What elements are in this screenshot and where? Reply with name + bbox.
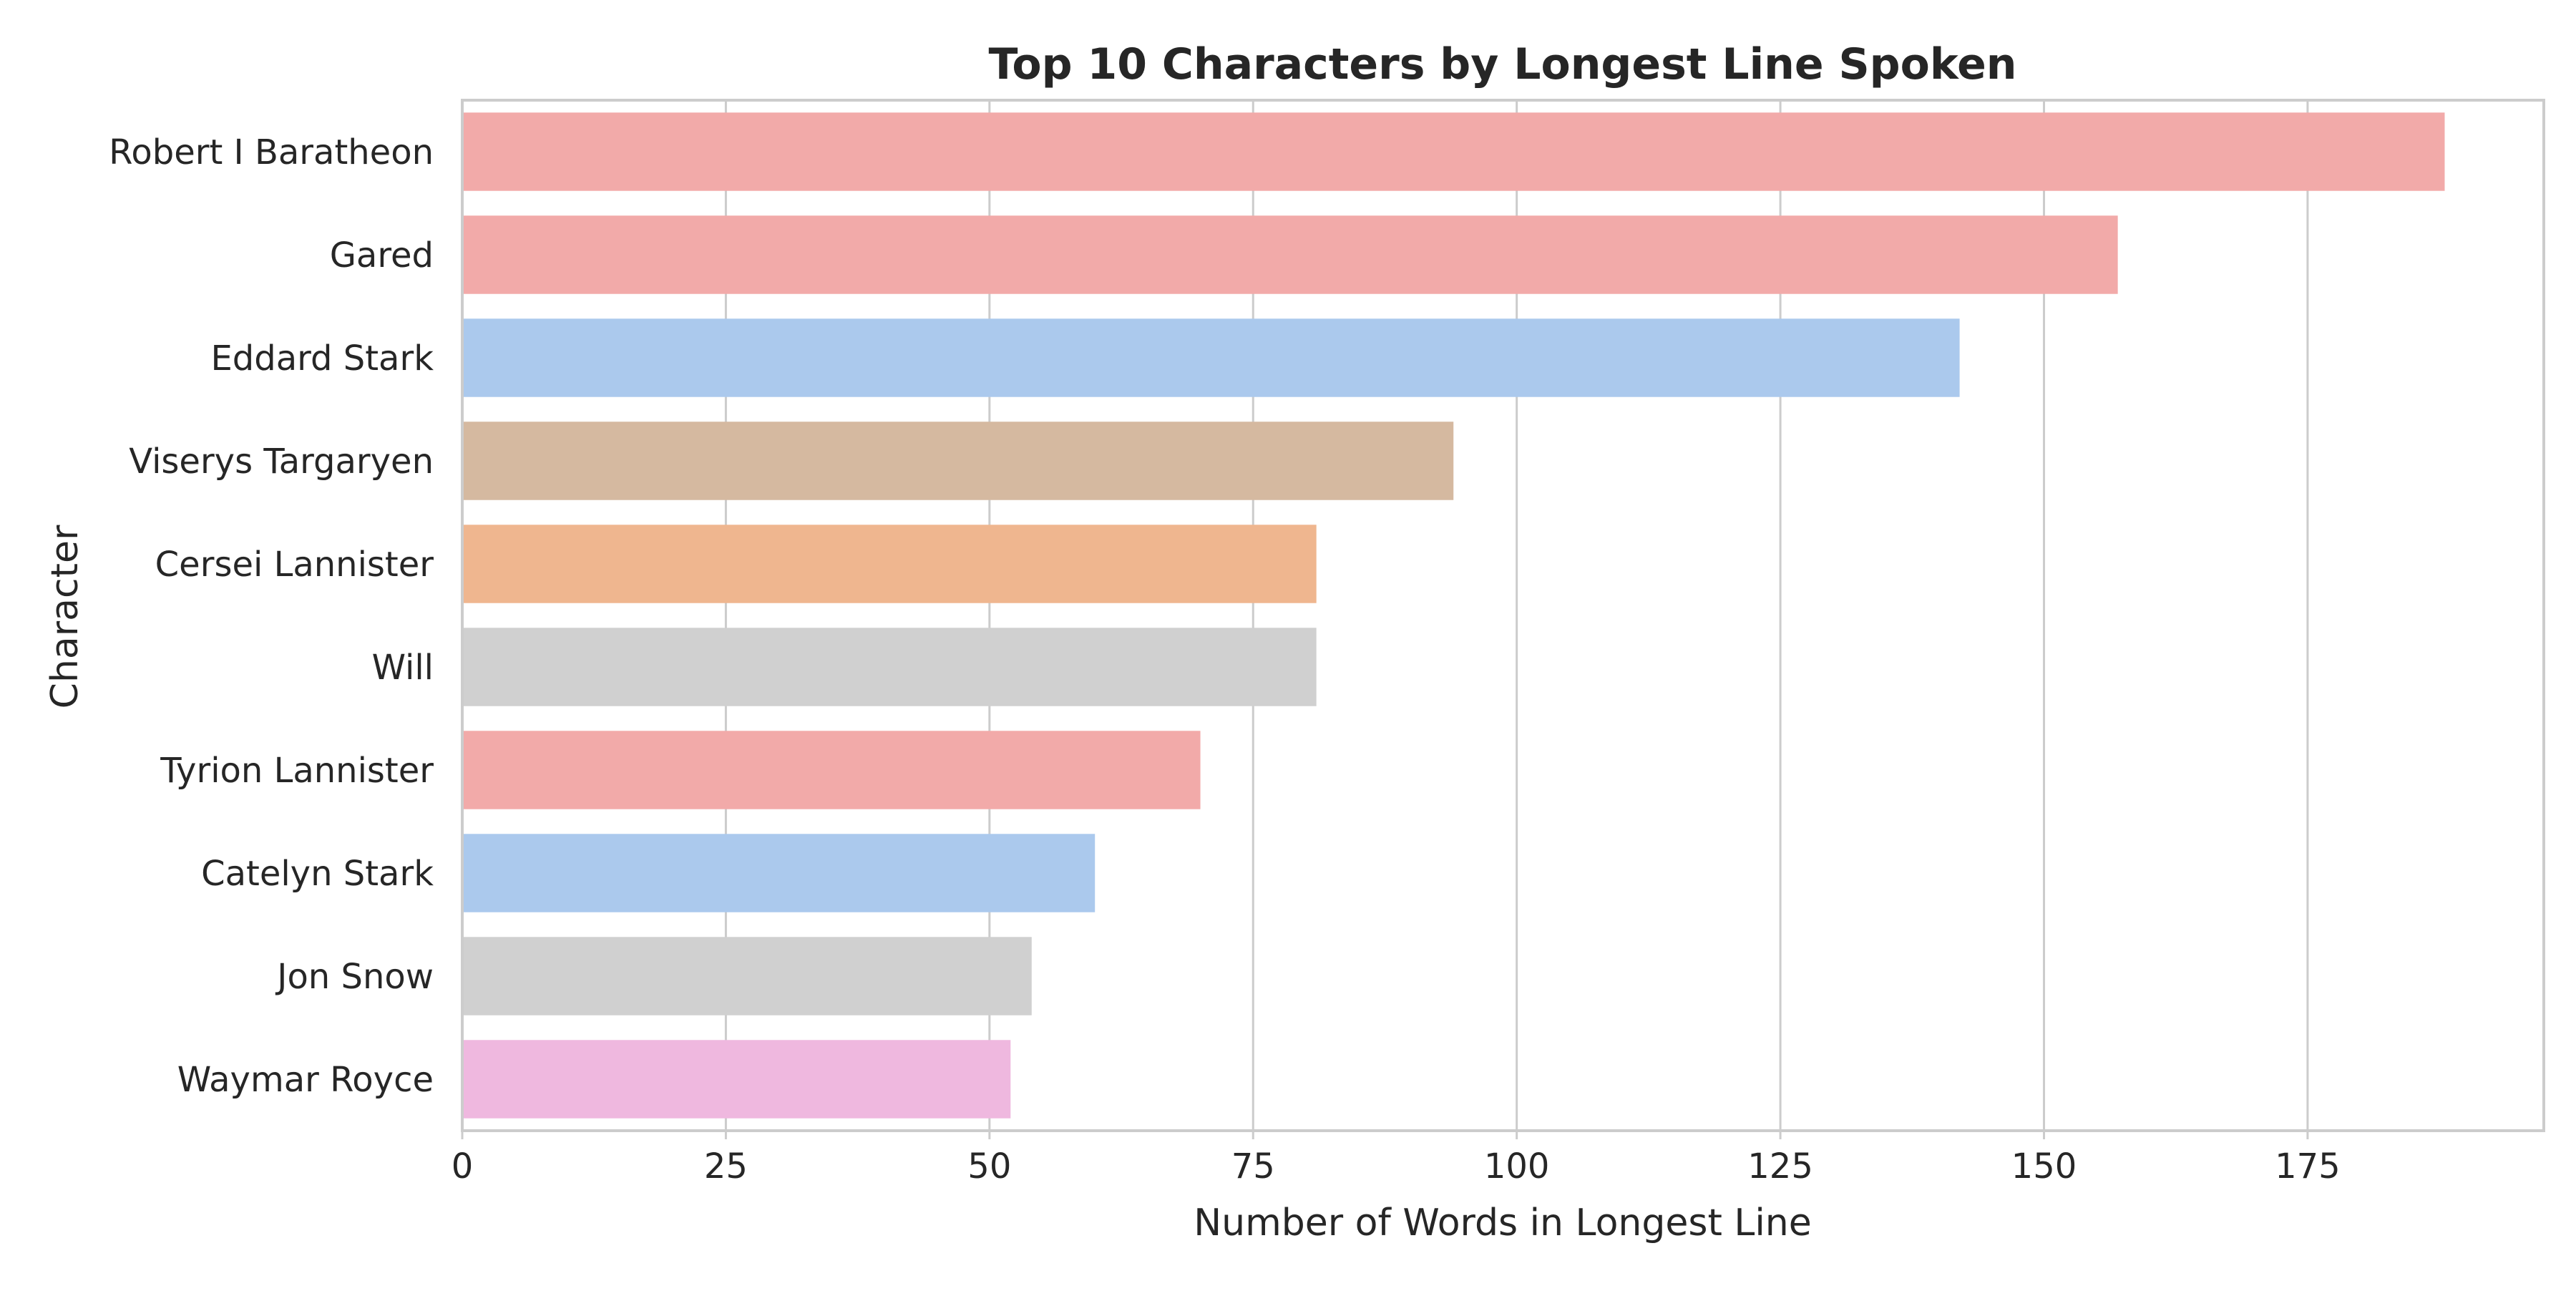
x-tick-label: 150 [2011,1146,2077,1187]
y-axis-label: Character [44,525,87,708]
bar [462,215,2118,294]
x-axis-ticks: 0 25 50 75 100 125 150 175 [452,1131,2341,1187]
y-tick-label: Jon Snow [275,957,434,997]
bars [462,112,2445,1119]
y-tick-label: Tyrion Lannister [160,751,434,791]
x-tick-label: 50 [967,1146,1011,1187]
y-tick-label: Viserys Targaryen [129,442,434,482]
plot-border [461,99,2545,1132]
bar [462,937,1032,1015]
bar [462,112,2445,191]
y-tick-label: Robert I Baratheon [109,132,434,172]
x-tick-label: 25 [704,1146,748,1187]
x-tick-label: 100 [1484,1146,1550,1187]
bar [462,318,1960,397]
x-axis-label: Number of Words in Longest Line [1194,1202,1811,1244]
y-tick-label: Eddard Stark [210,338,434,379]
plot-frame [461,99,2545,1132]
y-axis-ticks: Robert I Baratheon Gared Eddard Stark Viser… [109,132,434,1100]
bar [462,731,1201,809]
x-tick-label: 175 [2275,1146,2341,1187]
y-tick-label: Cersei Lannister [155,545,434,585]
bar [462,628,1317,706]
x-tick-label: 0 [452,1146,474,1187]
y-tick-label: Gared [330,235,434,276]
chart-title: Top 10 Characters by Longest Line Spoken [988,39,2016,89]
x-tick-label: 125 [1747,1146,1813,1187]
y-tick-label: Will [372,648,434,688]
bar [462,834,1096,912]
y-tick-label: Catelyn Stark [201,854,434,894]
bar [462,1040,1011,1119]
bar [462,525,1317,603]
bar [462,422,1454,500]
y-tick-label: Waymar Royce [177,1060,434,1100]
x-tick-label: 75 [1231,1146,1275,1187]
